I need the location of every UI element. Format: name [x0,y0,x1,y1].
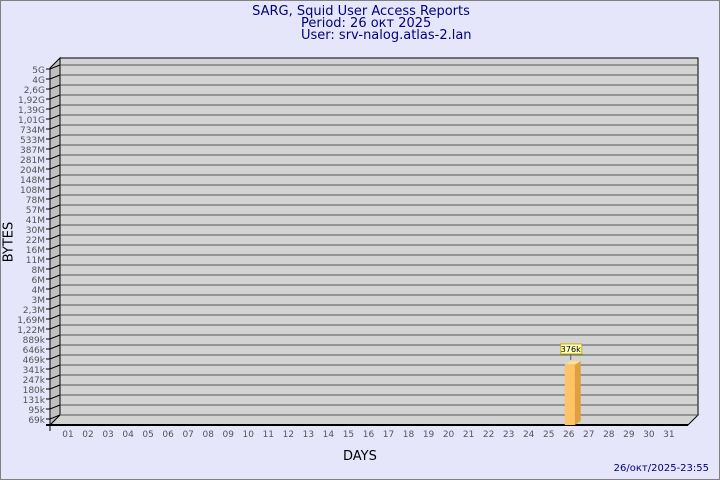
floor [48,414,700,426]
x-tick-label: 21 [463,430,474,440]
x-tick-label: 10 [243,430,255,440]
x-tick-label: 31 [663,430,674,440]
y-tick-label: 6M [32,276,46,286]
x-tick-label: 05 [142,430,153,440]
y-tick-label: 1,01G [18,116,45,126]
x-tick-label: 08 [202,430,214,440]
y-tick-label: 148M [20,176,45,186]
bar [564,364,575,425]
y-tick-label: 57M [26,206,45,216]
x-tick-label: 27 [583,430,594,440]
x-tick-label: 28 [603,430,615,440]
x-tick-label: 17 [383,430,394,440]
x-tick-label: 15 [343,430,354,440]
x-tick-label: 06 [162,430,174,440]
x-tick-label: 22 [483,430,494,440]
y-tick-label: 341k [23,366,46,376]
x-tick-label: 30 [643,430,655,440]
y-tick-label: 646k [23,346,46,356]
y-tick-label: 4M [32,286,46,296]
period-label: Period: 26 окт 2025 [301,16,432,31]
y-tick-label: 3M [32,296,46,306]
y-tick-label: 30M [26,226,45,236]
x-tick-label: 14 [323,430,335,440]
x-tick-label: 02 [82,430,93,440]
x-tick-label: 18 [403,430,415,440]
x-tick-label: 19 [423,430,435,440]
y-tick-label: 22M [26,236,45,246]
y-tick-label: 2,3M [23,306,45,316]
y-tick-label: 95k [28,406,45,416]
x-tick-label: 29 [623,430,635,440]
y-tick-label: 8M [32,266,46,276]
x-tick-label: 11 [263,430,274,440]
y-tick-label: 2,6G [24,86,45,96]
x-tick-label: 09 [223,430,235,440]
y-tick-label: 131k [23,396,46,406]
x-tick-label: 12 [283,430,294,440]
x-tick-label: 13 [303,430,314,440]
y-tick-label: 281M [20,156,45,166]
bar-side [574,360,581,425]
y-tick-label: 1,92G [18,96,45,106]
y-tick-label: 1,39G [18,106,45,116]
x-axis-label: DAYS [343,449,377,464]
y-tick-label: 78M [26,196,45,206]
x-tick-label: 07 [182,430,193,440]
y-tick-label: 180k [23,386,46,396]
y-tick-label: 4G [32,76,45,86]
x-tick-label: 03 [102,430,113,440]
back-wall [59,57,699,416]
data-label-box [560,343,583,355]
y-tick-label: 387M [20,146,45,156]
y-tick-label: 41M [26,216,45,226]
y-tick-label: 16M [26,246,45,256]
user-label: User: srv-nalog.atlas-2.lan [301,28,472,43]
y-tick-label: 108M [20,186,45,196]
x-tick-label: 26 [563,430,575,440]
y-tick-label: 533M [20,136,45,146]
data-label: 376k [561,345,581,354]
y-tick-label: 247k [23,376,46,386]
y-tick-label: 734M [20,126,45,136]
timestamp: 26/окт/2025-23:55 [613,463,709,474]
y-tick-label: 204M [20,166,45,176]
y-tick-label: 69k [28,416,45,426]
side-wall [49,56,61,427]
y-tick-label: 469k [23,356,46,366]
x-tick-label: 24 [523,430,535,440]
y-tick-label: 11M [26,256,45,266]
y-tick-label: 1,69M [17,316,45,326]
x-tick-label: 16 [363,430,375,440]
x-tick-label: 04 [122,430,134,440]
y-tick-label: 5G [32,66,45,76]
bar-top [564,360,581,365]
y-tick-label: 1,22M [17,326,45,336]
y-tick-label: 889k [23,336,46,346]
x-tick-label: 20 [443,430,455,440]
chart-title: SARG, Squid User Access Reports [252,4,470,19]
x-tick-label: 25 [543,430,554,440]
x-tick-label: 01 [62,430,73,440]
x-tick-label: 23 [503,430,514,440]
